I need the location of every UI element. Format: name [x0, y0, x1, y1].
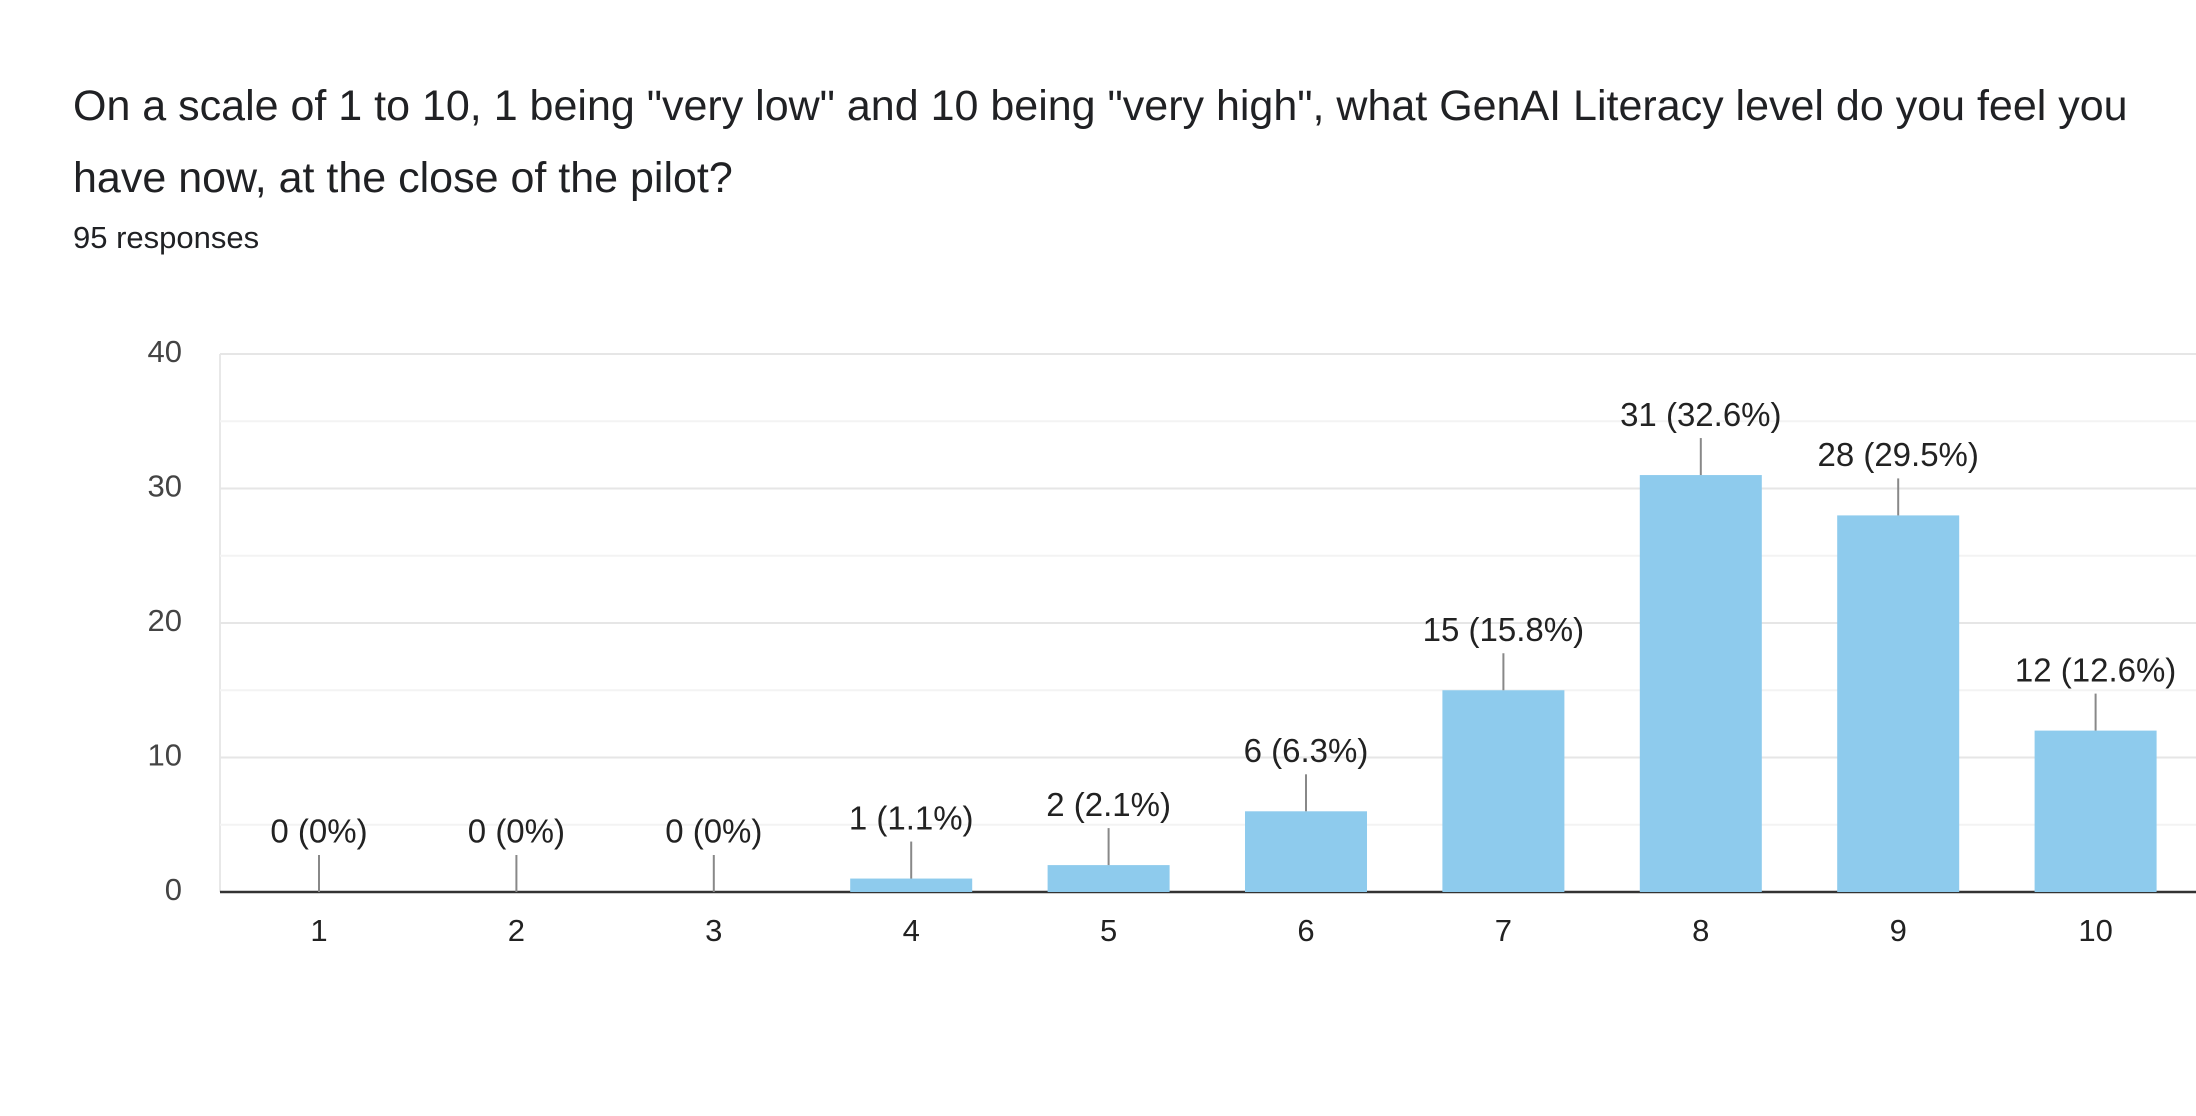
x-tick-label: 10: [2078, 913, 2112, 948]
y-tick-label: 20: [148, 603, 182, 638]
value-label: 0 (0%): [468, 813, 565, 850]
value-label: 31 (32.6%): [1620, 396, 1781, 433]
x-tick-label: 5: [1100, 913, 1117, 948]
bar: [1837, 515, 1960, 892]
value-label: 28 (29.5%): [1817, 436, 1978, 473]
bar: [850, 878, 973, 892]
value-label: 0 (0%): [270, 813, 367, 850]
x-tick-label: 4: [903, 913, 920, 948]
y-tick-label: 40: [148, 334, 182, 369]
value-label: 1 (1.1%): [849, 799, 974, 836]
value-label: 0 (0%): [665, 813, 762, 850]
x-tick-label: 6: [1297, 913, 1314, 948]
bar: [2034, 730, 2157, 892]
bar: [1047, 865, 1170, 892]
value-label: 2 (2.1%): [1046, 786, 1171, 823]
value-label: 12 (12.6%): [2015, 651, 2176, 688]
chart-title: On a scale of 1 to 10, 1 being "very low…: [73, 82, 2128, 202]
x-tick-label: 3: [705, 913, 722, 948]
x-tick-label: 7: [1495, 913, 1512, 948]
bar: [1442, 690, 1565, 892]
x-tick-label: 8: [1692, 913, 1709, 948]
y-tick-label: 30: [148, 469, 182, 504]
value-label: 15 (15.8%): [1423, 611, 1584, 648]
chart-subtitle: 95 responses: [73, 220, 260, 255]
value-label: 6 (6.3%): [1244, 732, 1369, 769]
bar: [1639, 475, 1762, 892]
x-tick-label: 2: [508, 913, 525, 948]
x-tick-label: 1: [310, 913, 327, 948]
y-tick-label: 0: [165, 872, 182, 907]
x-tick-label: 9: [1890, 913, 1907, 948]
bar: [1245, 811, 1367, 892]
y-tick-label: 10: [148, 738, 182, 773]
